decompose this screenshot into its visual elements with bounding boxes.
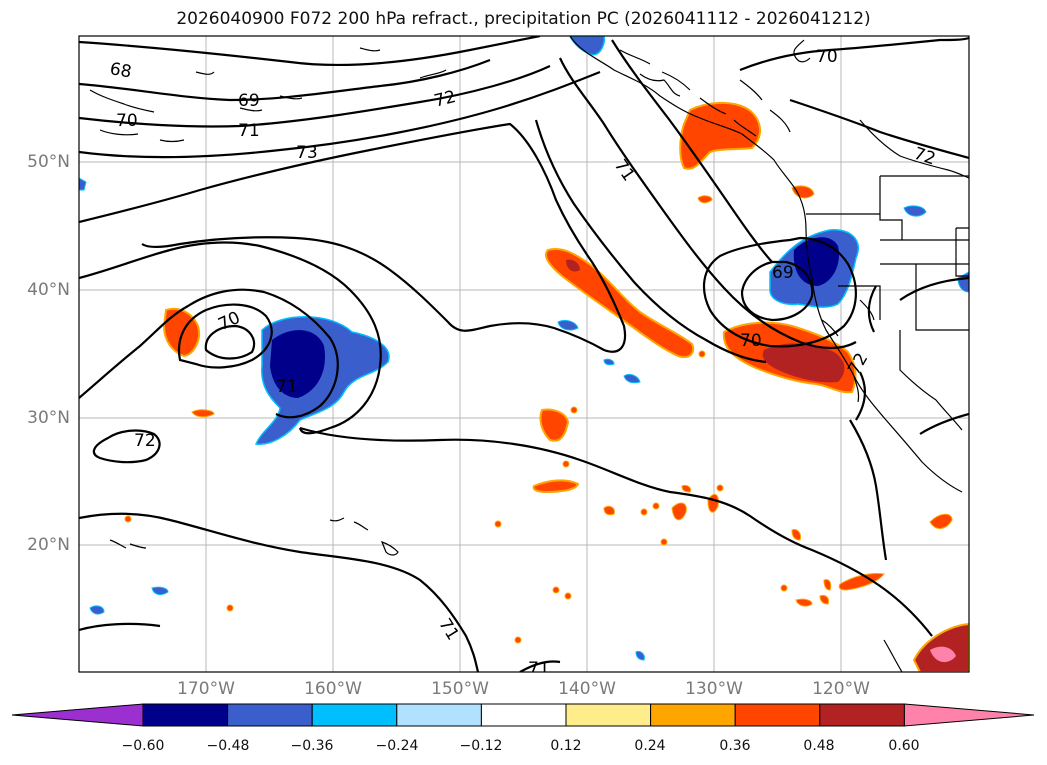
contour-lines (79, 36, 969, 672)
lat-tick-label: 20°N (27, 535, 70, 555)
contour-label: 69 (772, 263, 794, 283)
contour-label: 73 (296, 143, 318, 163)
colorbar-segment (142, 703, 229, 727)
colorbar-tick-label: 0.24 (634, 738, 666, 754)
lat-tick-label: 50°N (27, 152, 70, 172)
colorbar-tick-label: −0.24 (375, 738, 419, 754)
positive-precip-areas (124, 102, 969, 672)
contour-label: 70 (816, 47, 838, 67)
contour-label: 69 (238, 91, 260, 111)
contour-label: 72 (432, 87, 458, 112)
gridlines (79, 36, 969, 672)
lon-tick-label: 150°W (431, 679, 489, 699)
map-frame (78, 35, 970, 673)
contour-label: 70 (116, 111, 138, 131)
colorbar-segment (819, 703, 905, 727)
contour-label: 71 (528, 659, 550, 679)
colorbar-tick-label: 0.36 (719, 738, 751, 754)
colorbar-extend-high (903, 703, 1035, 727)
colorbar-segment (480, 703, 567, 727)
lon-tick-label: 160°W (304, 679, 362, 699)
contour-label: 70 (740, 331, 762, 351)
lon-tick-label: 170°W (177, 679, 235, 699)
colorbar-segment (396, 703, 482, 727)
lon-tick-label: 140°W (558, 679, 616, 699)
colorbar-segment (227, 703, 313, 727)
colorbar-tick-label: −0.36 (290, 738, 334, 754)
colorbar-tick-label: 0.12 (550, 738, 582, 754)
contour-label: 71 (434, 615, 462, 644)
colorbar-tick-label: −0.12 (459, 738, 503, 754)
colorbar (11, 703, 1035, 727)
lon-tick-label: 120°W (812, 679, 870, 699)
colorbar-tick-label: 0.48 (803, 738, 835, 754)
contour-label: 71 (238, 121, 260, 141)
colorbar-extend-low (11, 703, 144, 727)
colorbar-tick-label: 0.60 (888, 738, 920, 754)
colorbar-segment (650, 703, 736, 727)
lat-tick-label: 40°N (27, 280, 70, 300)
colorbar-segment (311, 703, 398, 727)
lat-tick-label: 30°N (27, 408, 70, 428)
contour-label: 72 (134, 431, 156, 451)
contour-label: 71 (610, 156, 639, 185)
colorbar-segment (734, 703, 821, 727)
lon-tick-label: 130°W (685, 679, 743, 699)
colorbar-tick-label: −0.48 (206, 738, 250, 754)
coastlines (89, 36, 969, 672)
colorbar-segment (565, 703, 652, 727)
map-title: 2026040900 F072 200 hPa refract., precip… (176, 9, 871, 29)
contour-label: 71 (276, 377, 298, 397)
contour-label: 68 (108, 59, 133, 82)
contour-label: 70 (215, 308, 243, 335)
colorbar-tick-label: −0.60 (121, 738, 165, 754)
